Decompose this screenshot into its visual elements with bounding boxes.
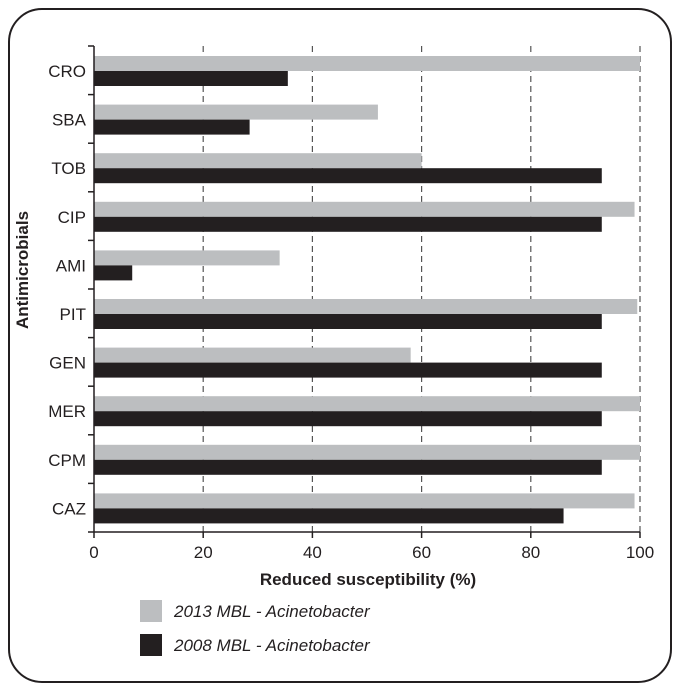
y-tick-label-cpm: CPM	[48, 451, 86, 470]
x-axis-title: Reduced susceptibility (%)	[260, 570, 476, 589]
y-tick-label-cro: CRO	[48, 62, 86, 81]
legend-swatch-2008	[140, 634, 162, 656]
bar-tob-2013	[94, 153, 422, 169]
bar-cip-2008	[94, 216, 602, 232]
bar-cro-2008	[94, 71, 288, 86]
bar-mer-2008	[94, 411, 602, 427]
x-tick-label-100: 100	[626, 543, 654, 562]
legend-label-2008: 2008 MBL - Acinetobacter	[173, 636, 371, 655]
y-tick-labels: CRO SBA TOB CIP AMI PIT GEN MER CPM CAZ	[48, 62, 86, 518]
axes	[88, 45, 641, 538]
bar-mer-2013	[94, 396, 640, 412]
bar-cpm-2013	[94, 444, 640, 460]
y-tick-label-pit: PIT	[60, 305, 86, 324]
bar-cpm-2008	[94, 459, 602, 475]
x-tick-label-40: 40	[303, 543, 322, 562]
legend-label-2013: 2013 MBL - Acinetobacter	[173, 602, 371, 621]
bars	[94, 56, 640, 524]
x-tick-label-80: 80	[521, 543, 540, 562]
bar-cip-2013	[94, 201, 635, 217]
bar-ami-2008	[94, 265, 133, 281]
y-axis-title: Antimicrobials	[13, 211, 32, 329]
y-tick-label-tob: TOB	[51, 159, 86, 178]
bar-caz-2013	[94, 493, 635, 509]
y-tick-label-ami: AMI	[56, 256, 86, 275]
x-tick-label-20: 20	[194, 543, 213, 562]
bar-pit-2013	[94, 299, 638, 314]
bar-pit-2008	[94, 314, 602, 329]
bar-sba-2013	[94, 104, 378, 120]
y-tick-label-cip: CIP	[58, 208, 86, 227]
y-tick-label-caz: CAZ	[52, 499, 86, 518]
bar-cro-2013	[94, 56, 640, 71]
bar-tob-2008	[94, 168, 602, 184]
y-tick-label-gen: GEN	[49, 354, 86, 373]
x-tick-labels: 0 20 40 60 80 100	[89, 543, 654, 562]
bar-sba-2008	[94, 119, 250, 135]
y-tick-label-sba: SBA	[52, 111, 87, 130]
legend: 2013 MBL - Acinetobacter 2008 MBL - Acin…	[140, 600, 371, 656]
chart-frame	[8, 8, 672, 683]
legend-swatch-2013	[140, 600, 162, 622]
bar-gen-2013	[94, 347, 411, 363]
y-tick-label-mer: MER	[48, 402, 86, 421]
bar-caz-2008	[94, 508, 564, 524]
x-tick-label-0: 0	[89, 543, 98, 562]
bar-ami-2013	[94, 250, 280, 266]
x-tick-label-60: 60	[412, 543, 431, 562]
bar-gen-2008	[94, 362, 602, 378]
